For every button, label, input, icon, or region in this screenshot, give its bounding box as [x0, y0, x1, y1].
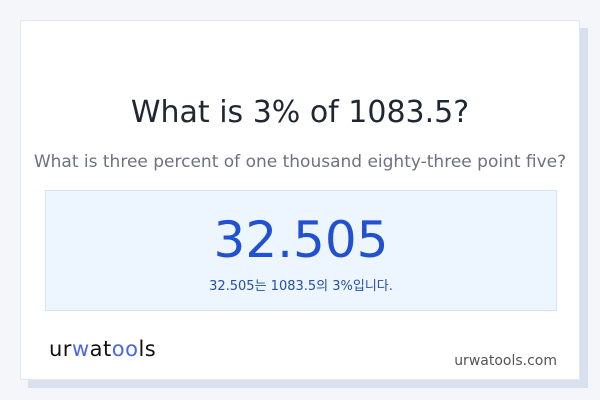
urwatools-logo: urwatools — [49, 337, 157, 361]
result-value: 32.505 — [213, 211, 389, 269]
site-domain: urwatools.com — [454, 353, 557, 369]
calculator-card: What is 3% of 1083.5? What is three perc… — [20, 20, 580, 380]
page-title: What is 3% of 1083.5? — [130, 95, 470, 130]
result-sentence: 32.505는 1083.5의 3%입니다. — [209, 279, 393, 294]
page-subtitle: What is three percent of one thousand ei… — [33, 152, 567, 172]
result-box: 32.505 32.505는 1083.5의 3%입니다. — [45, 190, 557, 311]
